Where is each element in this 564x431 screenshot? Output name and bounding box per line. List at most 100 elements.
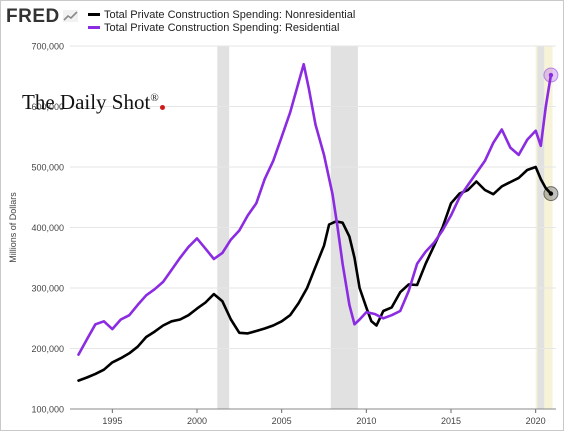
data-point bbox=[341, 221, 344, 224]
last-value-dot bbox=[548, 191, 554, 196]
data-point bbox=[297, 81, 300, 84]
data-point bbox=[102, 320, 105, 323]
data-point bbox=[416, 284, 419, 286]
data-point bbox=[509, 146, 512, 149]
data-point bbox=[450, 202, 452, 205]
data-point bbox=[348, 235, 351, 238]
data-point bbox=[353, 323, 356, 326]
data-point bbox=[492, 193, 495, 196]
data-point bbox=[534, 129, 537, 132]
data-point bbox=[517, 154, 520, 156]
data-point bbox=[221, 300, 224, 303]
y-axis-label: Millions of Dollars bbox=[8, 192, 18, 263]
data-point bbox=[77, 353, 80, 356]
data-point bbox=[255, 202, 258, 205]
data-point bbox=[128, 314, 131, 317]
data-point bbox=[441, 229, 444, 232]
watermark-dot bbox=[159, 105, 165, 110]
y-tick-label: 700,000 bbox=[31, 42, 64, 52]
data-point bbox=[526, 169, 529, 171]
data-point bbox=[539, 144, 542, 147]
daily-shot-watermark: The Daily Shot® bbox=[22, 90, 165, 115]
data-point bbox=[213, 293, 215, 295]
data-point bbox=[331, 193, 334, 196]
data-point bbox=[341, 262, 344, 265]
data-point bbox=[475, 180, 478, 183]
data-point bbox=[162, 324, 165, 327]
data-point bbox=[229, 238, 232, 241]
data-point bbox=[187, 245, 190, 248]
data-point bbox=[358, 318, 361, 321]
x-tick-label: 2015 bbox=[441, 416, 461, 426]
data-point bbox=[365, 311, 368, 314]
data-point bbox=[263, 178, 266, 181]
data-point bbox=[179, 256, 181, 259]
data-point bbox=[509, 181, 512, 184]
data-point bbox=[424, 250, 427, 253]
data-point bbox=[119, 318, 122, 321]
data-point bbox=[433, 244, 435, 247]
data-point bbox=[539, 178, 542, 181]
data-point bbox=[111, 361, 114, 364]
y-tick-label: 200,000 bbox=[31, 344, 64, 354]
data-point bbox=[136, 304, 139, 306]
data-point bbox=[450, 214, 452, 217]
data-point bbox=[365, 306, 368, 309]
data-point bbox=[526, 138, 529, 141]
legend-swatch-residential bbox=[88, 25, 100, 29]
data-point bbox=[370, 320, 373, 323]
data-point bbox=[238, 229, 241, 232]
data-point bbox=[500, 185, 503, 188]
data-point bbox=[382, 317, 385, 320]
watermark-mark: ® bbox=[150, 92, 159, 104]
data-point bbox=[272, 160, 275, 162]
data-point bbox=[170, 320, 173, 323]
y-tick-label: 100,000 bbox=[31, 405, 64, 415]
data-point bbox=[221, 252, 224, 254]
data-point bbox=[407, 290, 410, 292]
data-point bbox=[280, 135, 283, 138]
chart-legend: Total Private Construction Spending: Non… bbox=[88, 9, 355, 35]
data-point bbox=[348, 304, 351, 306]
data-point bbox=[433, 241, 435, 244]
data-point bbox=[263, 327, 266, 330]
data-point bbox=[213, 258, 215, 260]
data-point bbox=[302, 63, 305, 66]
data-point bbox=[77, 379, 80, 382]
x-tick-label: 2005 bbox=[272, 416, 292, 426]
data-point bbox=[145, 336, 148, 338]
data-point bbox=[136, 345, 139, 348]
data-point bbox=[458, 196, 461, 199]
fred-logo[interactable]: FRED bbox=[6, 6, 60, 27]
data-point bbox=[196, 307, 198, 310]
data-point bbox=[119, 357, 122, 360]
data-point bbox=[328, 223, 330, 226]
data-point bbox=[424, 262, 427, 265]
data-point bbox=[407, 283, 410, 286]
data-point bbox=[204, 247, 207, 250]
data-point bbox=[289, 111, 292, 114]
data-point bbox=[544, 105, 547, 108]
data-point bbox=[336, 226, 339, 229]
data-point bbox=[187, 314, 190, 317]
data-point bbox=[94, 323, 97, 326]
data-point bbox=[196, 237, 198, 240]
data-point bbox=[390, 314, 393, 317]
data-point bbox=[153, 288, 156, 291]
data-point bbox=[111, 328, 114, 331]
legend-label-nonresidential: Total Private Construction Spending: Non… bbox=[104, 9, 356, 21]
data-point bbox=[483, 160, 486, 162]
data-point bbox=[86, 338, 88, 341]
data-point bbox=[492, 141, 495, 144]
data-point bbox=[272, 324, 275, 327]
data-point bbox=[153, 330, 156, 333]
data-point bbox=[382, 310, 385, 312]
data-point bbox=[323, 154, 325, 156]
data-point bbox=[280, 320, 283, 323]
data-point bbox=[246, 214, 249, 217]
data-point bbox=[162, 281, 165, 283]
data-point bbox=[517, 176, 520, 179]
fred-chart-icon bbox=[63, 10, 78, 22]
